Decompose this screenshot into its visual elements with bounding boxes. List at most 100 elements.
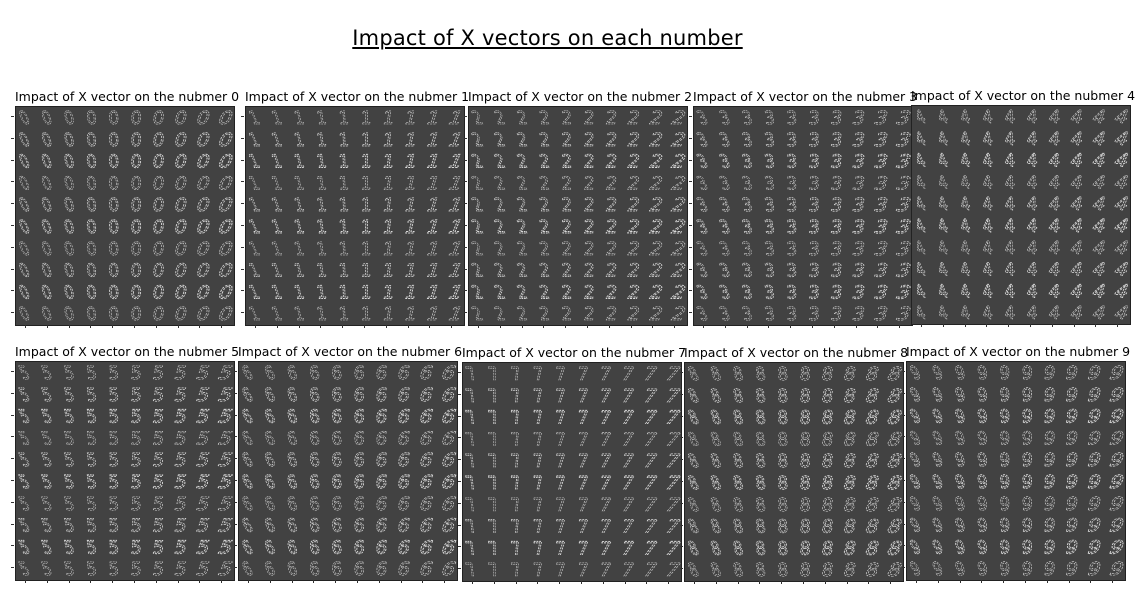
digit-sample: 1 (269, 150, 285, 171)
digit-sample: 9 (1042, 450, 1056, 471)
digit-sample: 4 (935, 215, 951, 236)
digit-sample: 5 (215, 493, 234, 514)
digit-sample: 0 (193, 173, 212, 194)
digit-sample: 5 (215, 558, 234, 579)
digit-sample: 5 (108, 538, 120, 559)
x-tick (986, 324, 988, 327)
y-tick (902, 414, 905, 416)
digit-sample: 0 (39, 259, 55, 280)
digit-sample: 7 (509, 407, 523, 428)
digit-sample: 6 (239, 449, 256, 470)
x-tick (581, 581, 582, 584)
digit-sample: 5 (151, 429, 165, 450)
digit-sample: 3 (717, 216, 733, 237)
y-tick (907, 267, 910, 269)
digit-sample: 4 (1111, 150, 1130, 171)
digit-sample: 9 (1042, 385, 1056, 406)
digit-sample: 3 (829, 217, 843, 238)
x-tick (134, 325, 135, 328)
digit-sample: 1 (381, 174, 395, 195)
digit-sample: 7 (509, 494, 523, 515)
digit-sample: 7 (463, 494, 480, 515)
digit-sample: 8 (754, 473, 767, 494)
digit-sample: 2 (469, 259, 486, 280)
digit-sample: 6 (438, 536, 457, 557)
digit-sample: 1 (315, 130, 328, 151)
digit-sample: 2 (668, 216, 687, 237)
digit-sample: 6 (374, 538, 388, 559)
digit-sample: 0 (16, 194, 33, 215)
digit-sample: 4 (1068, 151, 1085, 171)
digit-sample: 3 (850, 305, 867, 325)
y-tick (902, 436, 905, 438)
digit-sample: 6 (395, 473, 412, 493)
digit-sample: 0 (16, 281, 33, 302)
digit-sample: 6 (285, 558, 299, 579)
digit-sample: 9 (999, 538, 1011, 559)
digit-sample: 5 (16, 536, 33, 557)
digit-sample: 3 (694, 281, 711, 302)
digit-sample: 9 (1063, 516, 1080, 536)
digit-sample: 9 (999, 407, 1011, 428)
panel-title: Impact of X vector on the nubmer 3 (693, 89, 918, 104)
y-tick (11, 523, 14, 525)
y-tick (234, 545, 237, 547)
digit-sample: 7 (532, 517, 545, 538)
y-tick (11, 312, 14, 314)
digit-sample: 2 (492, 107, 508, 128)
digit-sample: 6 (416, 471, 435, 492)
x-tick (565, 325, 567, 328)
digit-sample: 1 (445, 216, 464, 237)
digit-sample: 7 (619, 408, 636, 428)
digit-sample: 0 (39, 172, 55, 193)
digit-sample: 5 (215, 406, 234, 427)
x-tick (608, 325, 610, 328)
digit-sample: 2 (604, 304, 618, 325)
digit-sample: 7 (532, 430, 545, 451)
digit-sample: 7 (640, 516, 659, 537)
digit-sample: 7 (619, 495, 636, 515)
digit-sample: 6 (285, 406, 299, 427)
digit-sample: 2 (668, 172, 687, 193)
digit-sample: 1 (338, 305, 350, 325)
digit-sample: 4 (935, 302, 951, 323)
digit-sample: 4 (1068, 304, 1085, 324)
digit-sample: 4 (1026, 173, 1038, 193)
digit-sample: 1 (381, 283, 395, 304)
digit-sample: 1 (360, 305, 372, 325)
x-tick (790, 325, 792, 328)
x-tick (1073, 324, 1075, 327)
digit-sample: 0 (85, 261, 98, 282)
y-tick (680, 372, 683, 373)
digit-sample: 6 (438, 449, 457, 470)
digit-sample: 0 (172, 305, 189, 325)
digit-sample: 7 (598, 495, 612, 516)
y-tick (907, 289, 910, 291)
digit-sample: 2 (538, 195, 551, 216)
digit-sample: 9 (976, 538, 989, 559)
digit-sample: 8 (841, 452, 858, 472)
digit-sample: 4 (1047, 282, 1061, 303)
digit-sample: 6 (308, 429, 321, 450)
digit-grid-svg: 5 5 5 5 5 5 5 5 5 55 5 5 5 5 5 5 5 5 55 5 5 5 5 5 5 5 5 55 5 5 5 5 5 5 5 5 5… (16, 362, 234, 580)
digit-sample: 9 (1042, 494, 1056, 515)
digit-sample: 3 (763, 261, 776, 282)
digit-sample: 9 (1042, 429, 1056, 450)
digit-sample: 3 (763, 304, 776, 325)
digit-sample: 7 (532, 539, 545, 560)
y-tick (689, 137, 692, 139)
digit-sample: 4 (1089, 303, 1108, 324)
digit-sample: 8 (799, 365, 811, 385)
x-tick (981, 580, 983, 583)
digit-sample: 2 (604, 108, 618, 129)
digit-sample: 8 (731, 494, 745, 515)
x-tick (472, 581, 473, 584)
y-tick (902, 392, 905, 394)
digit-sample: 6 (262, 405, 278, 426)
digit-sample: 3 (786, 217, 798, 238)
digit-sample: 9 (999, 429, 1011, 450)
digit-sample: 7 (619, 539, 636, 559)
